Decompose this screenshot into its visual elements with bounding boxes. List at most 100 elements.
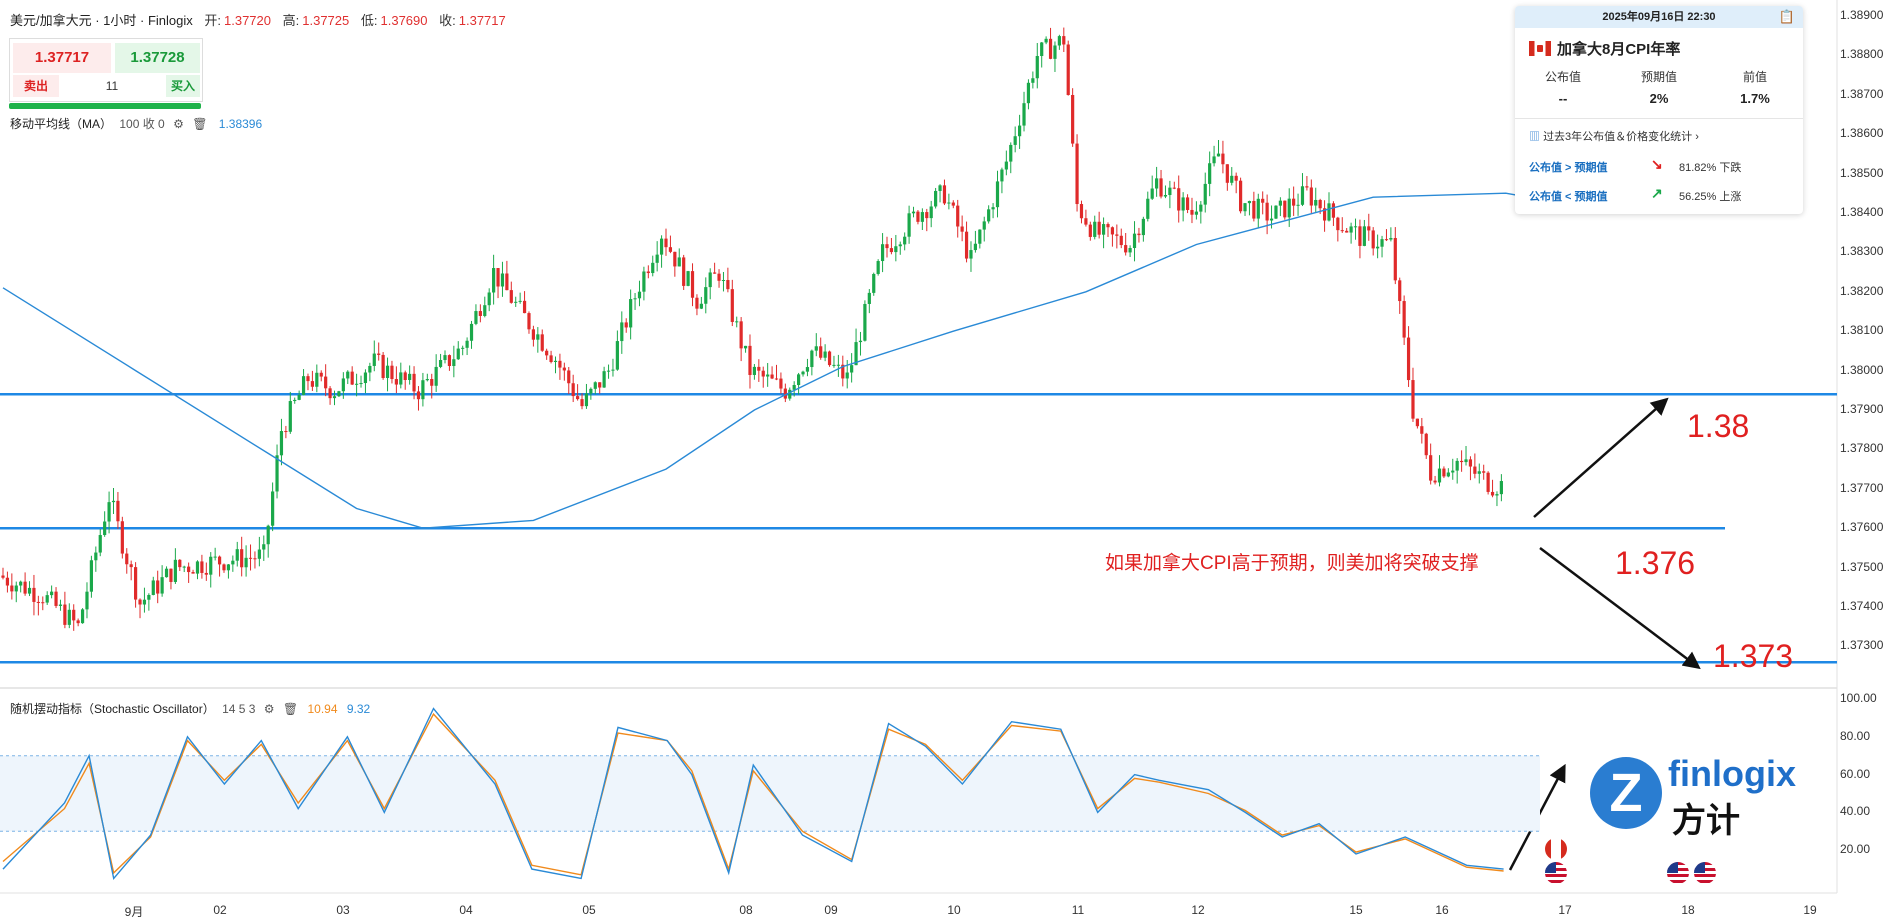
candle-body [1026,82,1031,104]
logo-mark: Z [1590,757,1662,829]
buy-price-button[interactable]: 1.37728 [115,43,200,73]
candle-body [509,290,513,303]
candle-body [346,371,350,379]
candle-body [611,369,615,371]
candle-body [465,340,469,348]
candle-body [730,289,734,322]
candle-body [991,207,995,210]
candle-body [496,268,500,287]
stoch-tick-label: 20.00 [1840,842,1871,857]
candle-body [854,342,858,366]
trash-icon[interactable]: 🗑 [192,117,208,131]
candle-body [580,399,584,407]
candle-body [514,301,518,303]
candle-body [355,383,359,385]
candle-body [978,229,982,244]
candle-body [1084,218,1088,225]
candle-body [1172,187,1176,189]
candle-body [761,370,765,377]
candle-body [262,544,266,550]
candle-body [1429,455,1433,481]
candle-body [1345,230,1349,233]
candle-body [1265,202,1269,221]
candle-body [1331,203,1336,218]
price-tick-label: 1.37700 [1840,480,1883,495]
candle-body [138,599,142,605]
candle-body [1088,224,1092,237]
us-flag-icon[interactable] [1667,862,1689,884]
candle-body [664,238,668,248]
stat-result: 56.25% 上涨 [1679,191,1742,203]
price-tick-label: 1.37600 [1840,520,1883,535]
price-tick-label: 1.38500 [1840,165,1883,180]
candle-body [593,382,597,389]
candle-body [1495,494,1499,496]
candle-body [120,521,124,554]
candle-body [783,388,787,399]
economic-event-card[interactable]: 2025年09月16日 22:30 📋 加拿大8月CPI年率 公布值 -- 预期值… [1515,6,1803,214]
stats-label: 过去3年公布值＆价格变化统计 [1543,131,1693,143]
candle-body [1203,183,1207,205]
candle-body [315,372,319,387]
candle-body [770,374,774,379]
time-tick-label: 9月 [124,905,144,919]
us-flag-icon[interactable] [1545,862,1567,884]
ma-name: 移动平均线（MA） [10,117,113,131]
candle-body [1437,468,1442,483]
candle-body [447,355,452,367]
price-tick-label: 1.37400 [1840,599,1883,614]
candle-body [505,273,509,291]
clipboard-icon[interactable]: 📋 [1778,9,1795,24]
candle-body [1018,125,1022,137]
candle-body [191,572,195,574]
candle-body [430,379,434,386]
candle-body [1075,143,1079,205]
candle-body [89,560,93,592]
low-label: 低: [360,13,378,28]
stats-link[interactable]: ▥ 过去3年公布值＆价格变化统计 › [1529,128,1699,144]
candle-body [1349,226,1353,233]
candle-body [72,609,76,621]
candle-body [646,271,650,274]
candle-body [1296,204,1300,206]
time-tick-label: 04 [459,903,473,917]
us-flag-icon[interactable] [1694,862,1716,884]
candle-body [651,262,655,274]
candle-body [275,455,279,492]
stat-result: 81.82% 下跌 [1679,162,1742,174]
canada-flag-icon[interactable] [1545,838,1567,860]
candle-body [911,211,916,214]
candle-body [271,491,275,526]
candle-body [708,272,712,288]
trash-icon[interactable]: 🗑 [282,702,299,716]
stoch-k-value: 10.94 [307,702,338,716]
candle-body [766,374,770,377]
gear-icon[interactable]: ⚙ [173,117,184,131]
candle-body [743,345,748,349]
candle-body [54,591,58,606]
event-datetime: 2025年09月16日 22:30 📋 [1515,6,1803,28]
time-tick-label: 19 [1803,903,1817,917]
candle-body [328,388,332,399]
col-value: -- [1558,91,1568,106]
sell-button[interactable]: 卖出 [13,75,59,97]
candle-body [1044,38,1048,43]
candle-body [545,350,549,356]
buy-button[interactable]: 买入 [166,75,200,97]
candle-body [125,553,129,565]
candle-body [805,367,810,372]
candle-body [1433,480,1437,483]
sell-price-button[interactable]: 1.37717 [13,43,111,73]
candle-body [350,371,354,385]
candle-body [324,376,328,389]
stoch-name: 随机摆动指标（Stochastic Oscillator） [10,702,215,716]
candle-body [129,564,133,568]
price-tick-label: 1.38800 [1840,47,1883,62]
candle-body [63,604,67,625]
quantity-input[interactable]: 11 [105,79,119,93]
candle-body [1199,204,1203,212]
candle-body [178,559,182,568]
gear-icon[interactable]: ⚙ [263,702,275,716]
candle-body [461,347,465,349]
